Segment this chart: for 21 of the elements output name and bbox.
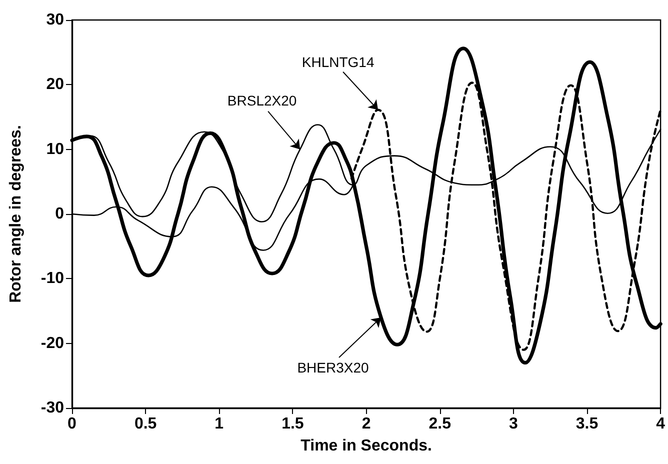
series-label: BRSL2X20 [227, 92, 297, 108]
y-tick-label: 0 [55, 206, 64, 222]
x-tick-label: 4 [656, 416, 666, 432]
y-axis-title: Rotor angle in degrees. [8, 125, 24, 303]
y-tick-label: 10 [46, 140, 64, 158]
x-tick-label: 0.5 [134, 416, 157, 432]
x-tick-label: 0 [68, 416, 77, 432]
y-tick-label: 30 [46, 12, 64, 28]
y-tick-label: -10 [40, 270, 64, 288]
text: BHER3X20 [297, 359, 369, 376]
y-tick-label: -20 [40, 334, 64, 352]
x-tick-label: 1 [214, 416, 224, 432]
x-tick-label: 1.5 [282, 416, 304, 432]
x-tick-label: 2 [362, 416, 371, 432]
y-tick-label: -30 [40, 400, 64, 416]
text: KHLNTG14 [302, 54, 374, 70]
x-tick-label: 3.5 [576, 416, 598, 432]
x-tick-label: 3 [508, 416, 518, 432]
x-tick-label: 2.5 [428, 416, 452, 432]
x-axis-title: Time in Seconds. [300, 438, 432, 454]
y-tick-label: 20 [46, 76, 64, 94]
